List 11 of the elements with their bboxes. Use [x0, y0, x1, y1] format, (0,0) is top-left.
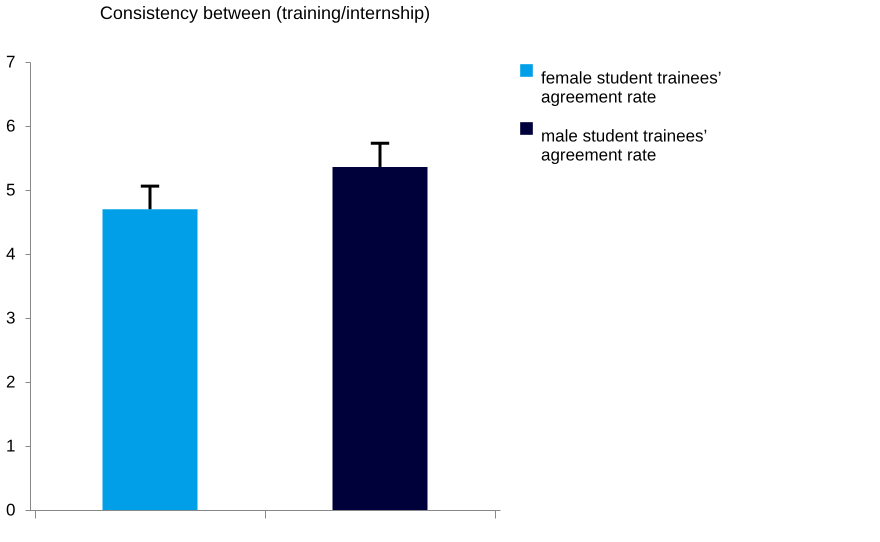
- y-tick-label: 2: [6, 372, 16, 392]
- y-tick-label: 5: [6, 180, 16, 200]
- y-tick-label: 3: [6, 308, 16, 328]
- y-tick-label: 1: [6, 436, 16, 456]
- legend-label: female student trainees’ agreement rate: [541, 68, 722, 106]
- y-tick-label: 6: [6, 116, 16, 136]
- legend-label: male student trainees’ agreement rate: [541, 126, 708, 164]
- y-tick-label: 4: [6, 244, 16, 264]
- y-tick-label: 0: [6, 500, 16, 520]
- y-tick-label: 7: [6, 52, 16, 72]
- chart-title: Consistency between (training/internship): [100, 3, 430, 23]
